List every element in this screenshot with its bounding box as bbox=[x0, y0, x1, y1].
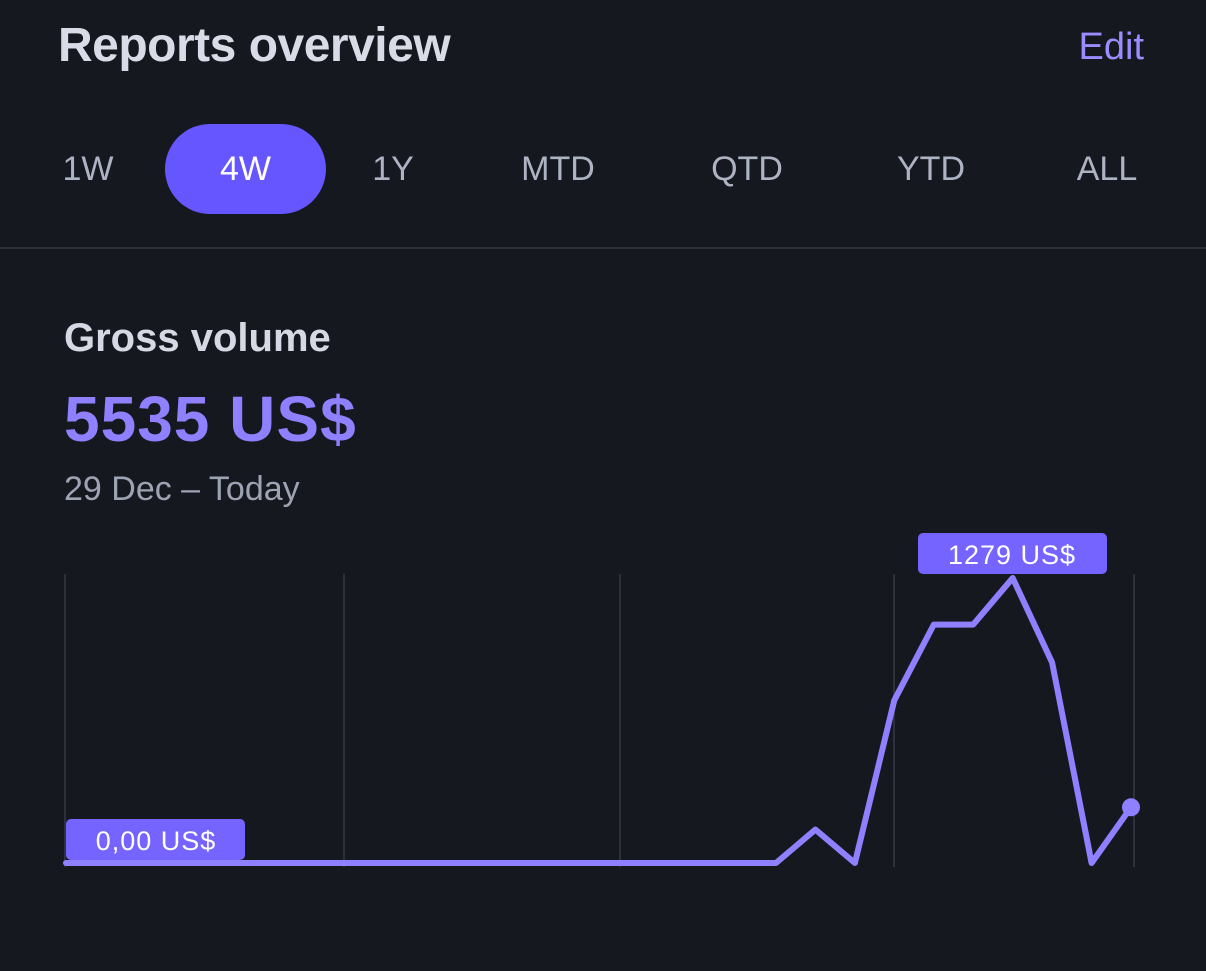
divider bbox=[0, 247, 1206, 249]
chart-grid bbox=[64, 574, 1135, 867]
tab-qtd[interactable]: QTD bbox=[711, 150, 783, 188]
tab-all[interactable]: ALL bbox=[1076, 150, 1138, 188]
tab-ytd[interactable]: YTD bbox=[897, 150, 965, 188]
min-value-label: 0,00 US$ bbox=[66, 819, 245, 860]
chart-svg: 1279 US$ 0,00 US$ bbox=[63, 533, 1140, 867]
min-value-text: 0,00 US$ bbox=[96, 826, 217, 856]
period-tabs: 1W 4W 1Y MTD QTD YTD ALL bbox=[0, 124, 1206, 216]
header: Reports overview Edit bbox=[0, 0, 1206, 100]
metric-label: Gross volume bbox=[64, 316, 331, 360]
tab-4w[interactable]: 4W bbox=[165, 124, 326, 214]
edit-button[interactable]: Edit bbox=[1078, 26, 1144, 68]
metric-value: 5535 US$ bbox=[64, 383, 357, 455]
tab-1w[interactable]: 1W bbox=[62, 150, 114, 188]
series-end-point[interactable] bbox=[1122, 798, 1140, 817]
series-line bbox=[63, 575, 1134, 866]
tab-1y[interactable]: 1Y bbox=[372, 150, 414, 188]
tab-mtd[interactable]: MTD bbox=[521, 150, 595, 188]
metric-date-range: 29 Dec – Today bbox=[64, 470, 300, 508]
max-value-label: 1279 US$ bbox=[918, 533, 1107, 574]
max-value-text: 1279 US$ bbox=[948, 540, 1076, 570]
page-title: Reports overview bbox=[58, 19, 451, 72]
gross-volume-chart[interactable]: 1279 US$ 0,00 US$ bbox=[0, 520, 1206, 900]
